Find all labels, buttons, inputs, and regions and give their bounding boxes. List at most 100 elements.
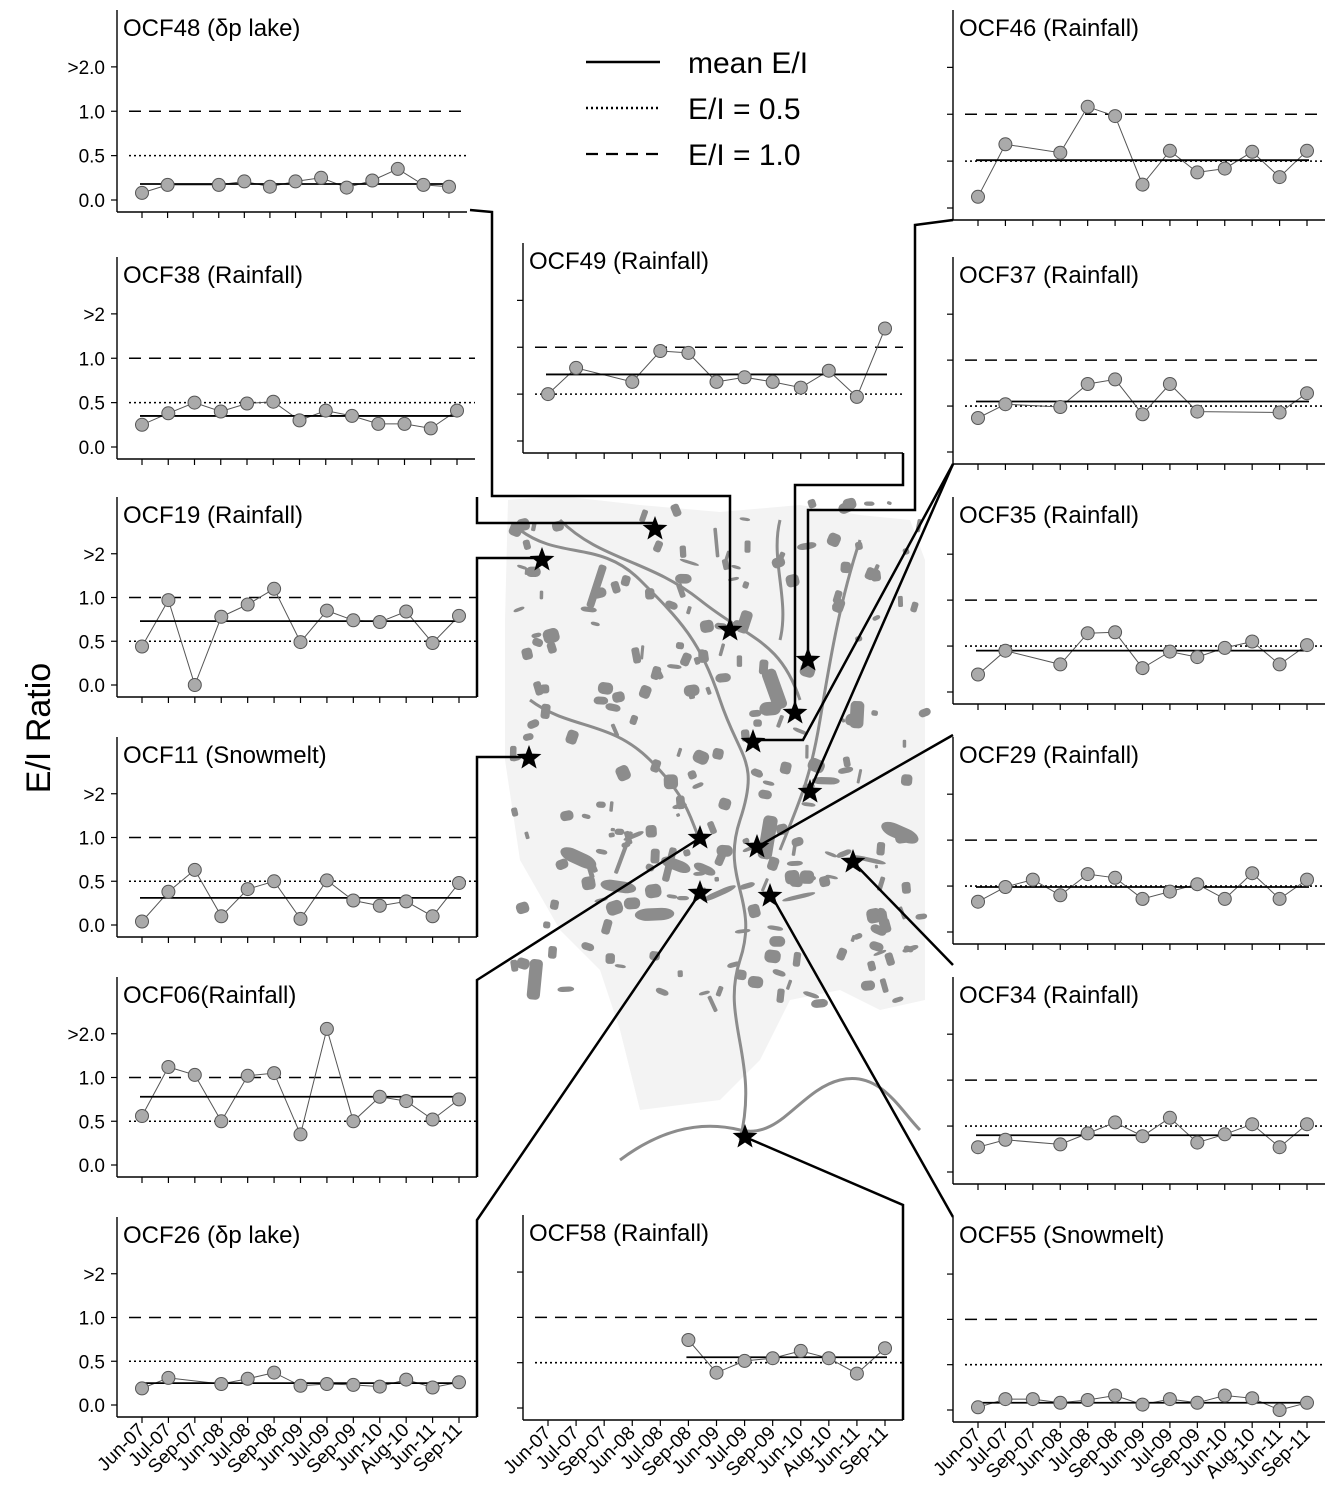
map-lake xyxy=(840,561,851,574)
data-point xyxy=(399,894,414,909)
data-point xyxy=(793,380,808,395)
data-point xyxy=(314,170,329,185)
site-connectors xyxy=(469,208,955,1420)
map-lake xyxy=(753,768,763,774)
data-point xyxy=(1108,1388,1123,1403)
map-lake xyxy=(762,780,775,786)
map-river xyxy=(558,518,802,701)
map-lake xyxy=(811,998,828,1008)
map-lake xyxy=(675,573,692,584)
data-point xyxy=(1108,109,1123,124)
data-point xyxy=(998,1132,1013,1147)
connector-line xyxy=(756,733,954,849)
map-river xyxy=(519,528,750,1141)
map-lake xyxy=(753,719,762,727)
data-point xyxy=(971,1400,985,1415)
map-lake xyxy=(655,987,669,996)
site-star xyxy=(732,1124,758,1148)
data-point xyxy=(161,593,176,608)
data-point xyxy=(878,1341,892,1356)
map-lake xyxy=(640,645,645,660)
y-tick-label: >2.0 xyxy=(67,58,105,79)
data-point xyxy=(262,179,277,194)
data-point xyxy=(1272,657,1287,672)
y-tick-label: 1.0 xyxy=(79,1069,105,1090)
panel-title: OCF55 (Snowmelt) xyxy=(959,1222,1164,1249)
chart-panel-ocf06: 0.0 0.5 1.0 >2.0 OCF06(Rainfall) xyxy=(67,977,477,1183)
data-point xyxy=(187,395,202,410)
map-lake xyxy=(824,851,838,858)
map-lake xyxy=(799,870,815,884)
data-point xyxy=(240,882,255,897)
map-lake xyxy=(731,564,741,570)
legend-label: mean E/I xyxy=(688,47,808,80)
y-tick-label: 0.5 xyxy=(79,872,105,893)
data-point xyxy=(390,161,405,176)
panel-title: OCF58 (Rainfall) xyxy=(529,1220,709,1247)
map-lake xyxy=(610,723,620,737)
y-tick-label: 1.0 xyxy=(79,829,105,850)
data-point xyxy=(709,374,724,389)
site-star xyxy=(642,516,668,540)
y-tick-label: 1.0 xyxy=(79,102,105,123)
map-lake xyxy=(874,864,879,869)
data-point xyxy=(187,862,202,877)
data-point xyxy=(318,403,333,418)
y-tick-label: 0.0 xyxy=(79,1396,105,1417)
map-lake xyxy=(522,733,534,741)
map-lake xyxy=(715,985,724,997)
y-tick-label: 0.5 xyxy=(79,147,105,168)
data-point xyxy=(1162,143,1177,158)
map-lake xyxy=(555,858,569,871)
chart-panel-ocf34: OCF34 (Rainfall) xyxy=(947,977,1325,1190)
map-lake xyxy=(918,707,931,718)
map-lake xyxy=(772,969,786,977)
data-point xyxy=(1108,372,1123,387)
map-lake xyxy=(686,606,692,615)
map-lake xyxy=(826,532,842,548)
map-lake xyxy=(513,606,525,613)
chart-panel-ocf48: 0.0 0.5 1.0 >2.0 OCF48 (δp lake) xyxy=(67,10,467,218)
map-lake xyxy=(902,739,907,748)
map-lake xyxy=(832,590,843,604)
connector-line xyxy=(806,218,954,658)
map-lake xyxy=(581,813,591,819)
map-lake xyxy=(615,765,631,782)
map-lake xyxy=(595,848,608,855)
data-point xyxy=(1190,877,1205,892)
map-lake xyxy=(714,851,727,867)
map-lake xyxy=(915,913,928,920)
map-lake xyxy=(877,907,885,918)
map-lake xyxy=(527,719,540,729)
data-point xyxy=(161,1370,176,1385)
data-point xyxy=(319,873,334,888)
data-point xyxy=(292,413,307,428)
data-point xyxy=(161,1060,176,1074)
map-lake xyxy=(707,995,718,1013)
map-lake xyxy=(590,621,600,627)
map-lake xyxy=(653,540,664,553)
site-star xyxy=(782,700,808,724)
map-lake xyxy=(692,782,704,789)
data-point xyxy=(737,370,752,385)
connector-line xyxy=(852,861,954,966)
map-lake xyxy=(736,655,743,667)
map-lake xyxy=(789,876,803,888)
data-point xyxy=(135,1381,149,1396)
y-tick-label: 0.0 xyxy=(79,916,105,937)
map-lake xyxy=(721,558,730,571)
data-point xyxy=(240,1068,255,1083)
data-point xyxy=(371,416,386,431)
chart-panel-ocf38: 0.0 0.5 1.0 >2 OCF38 (Rainfall) xyxy=(79,257,475,465)
map-lake xyxy=(779,761,792,775)
data-point xyxy=(849,389,864,404)
data-point xyxy=(214,1377,229,1391)
y-tick-label: >2 xyxy=(83,785,105,806)
map-lake xyxy=(715,673,731,683)
map-lake xyxy=(764,949,781,964)
map-lake xyxy=(655,670,664,680)
map-lake xyxy=(897,595,904,608)
data-point xyxy=(1190,650,1205,665)
data-point xyxy=(1272,405,1287,420)
map-lake xyxy=(679,558,699,566)
